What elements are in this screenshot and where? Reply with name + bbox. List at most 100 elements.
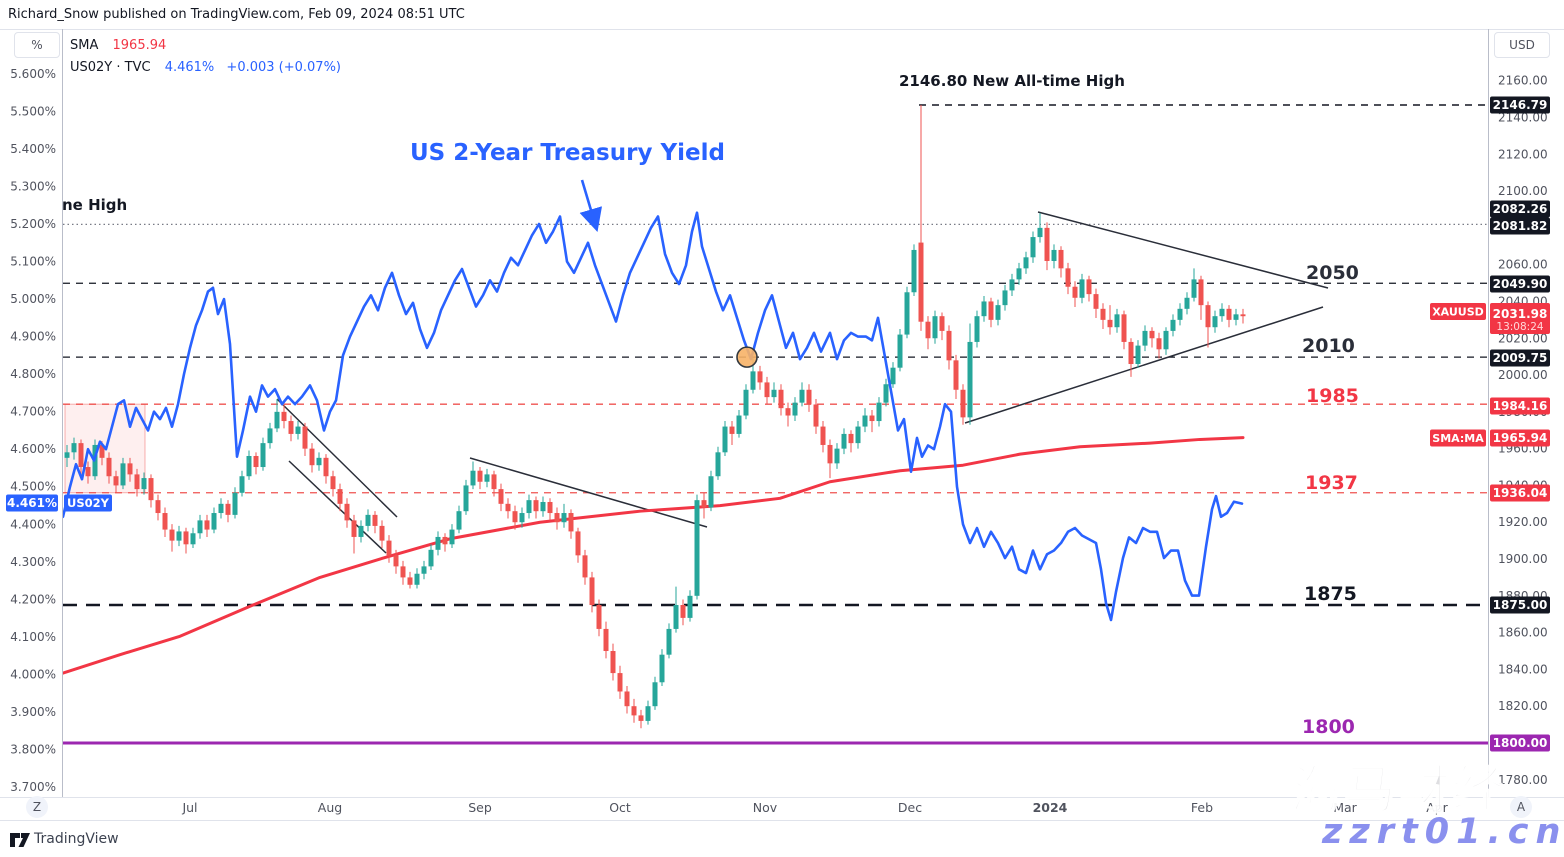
right-axis-tick-label: 2100.00 <box>1498 184 1548 198</box>
candle-body <box>1037 227 1043 238</box>
circle-marker <box>736 346 758 368</box>
candle-body <box>673 605 679 629</box>
candle-body <box>183 531 189 545</box>
alltime-high-clipped-annotation: ne High <box>62 196 128 214</box>
candle-body <box>351 520 357 537</box>
price-tag-value: 2031.98 <box>1493 307 1548 321</box>
candle-body <box>680 605 686 618</box>
candle-body <box>554 513 560 523</box>
candle-body <box>729 426 735 434</box>
left-axis-tick-label: 4.500% <box>10 480 56 494</box>
candle-body <box>218 503 224 514</box>
candle-body <box>484 474 490 482</box>
candle-body <box>652 682 658 707</box>
candle-body <box>785 408 791 416</box>
candle-body <box>610 651 616 674</box>
candle-body <box>211 513 217 530</box>
left-axis-unit-button[interactable]: % <box>14 32 60 58</box>
candle-body <box>1100 308 1106 320</box>
right-axis-tick-label: 1840.00 <box>1498 662 1548 676</box>
left-axis-tick-label: 4.600% <box>10 442 56 456</box>
candle-body <box>841 433 847 449</box>
candle-body <box>113 476 119 486</box>
candle-body <box>274 411 280 429</box>
trendline-4 <box>1037 211 1329 289</box>
timezone-button[interactable]: Z <box>26 796 48 818</box>
candle-body <box>281 411 287 422</box>
candle-body <box>134 474 140 490</box>
price-tag-1875.00 <box>1490 596 1550 614</box>
watermark-cn: 海马财经 <box>1289 760 1507 822</box>
candle-body <box>1170 319 1176 331</box>
candle-body <box>883 384 889 403</box>
series-tag-label: XAUUSD <box>1432 306 1484 319</box>
right-axis-tick-label: 1860.00 <box>1498 626 1548 640</box>
candle-body <box>246 455 252 477</box>
candle-body <box>1156 338 1162 350</box>
right-axis-tick-label: 2120.00 <box>1498 147 1548 161</box>
price-tag-value: 1800.00 <box>1493 736 1548 750</box>
price-tag-2146.79 <box>1490 96 1550 114</box>
candle-body <box>71 443 77 453</box>
month-label-Oct: Oct <box>609 800 631 815</box>
candle-body <box>512 511 518 523</box>
candle-body <box>1191 279 1197 298</box>
candle-body <box>848 433 854 444</box>
candle-body <box>197 520 203 534</box>
candle-body <box>337 489 343 504</box>
candle-body <box>645 706 651 721</box>
candle-body <box>1128 341 1134 365</box>
candle-body <box>232 492 238 515</box>
candle-body <box>505 503 511 512</box>
candle-body <box>834 448 840 464</box>
candle-body <box>148 478 154 501</box>
us02y-flag-label: US02Y <box>67 496 110 510</box>
candle-body <box>239 476 245 493</box>
price-tag-2009.75 <box>1490 349 1550 367</box>
candle-body <box>64 452 70 458</box>
left-axis-tick-label: 5.300% <box>10 179 56 193</box>
level-annotation-1985: 1985 <box>1306 385 1359 407</box>
month-label-Sep: Sep <box>468 800 492 815</box>
candle-body <box>967 341 973 418</box>
sma-legend-label: SMA <box>70 38 99 53</box>
trendline-5 <box>964 306 1324 424</box>
candle-body <box>764 382 770 398</box>
candle-body <box>407 577 413 585</box>
candle-body <box>561 513 567 523</box>
candle-body <box>974 316 980 342</box>
candle-body <box>309 448 315 466</box>
price-tag-2049.90 <box>1490 275 1550 293</box>
candle-body <box>624 691 630 707</box>
candle-body <box>141 478 147 490</box>
candle-body <box>1149 330 1155 339</box>
candle-body <box>1107 319 1113 328</box>
candle-body <box>379 525 385 541</box>
us02y-flag <box>64 494 112 512</box>
left-axis-tick-label: 4.200% <box>10 592 56 606</box>
candle-body <box>1030 237 1036 258</box>
candle-body <box>687 595 693 618</box>
auto-scale-button[interactable]: A <box>1510 796 1532 818</box>
series-tag-SMA:MA <box>1430 429 1486 447</box>
right-axis-tick-label: 2160.00 <box>1498 74 1548 88</box>
candle-body <box>78 443 84 468</box>
sma-line <box>63 436 1245 675</box>
candle-body <box>414 573 420 585</box>
candle-body <box>939 316 945 331</box>
candle-body <box>589 577 595 606</box>
symbol-name: US02Y · TVC <box>70 60 151 75</box>
candle-body <box>988 301 994 320</box>
candle-body <box>267 428 273 444</box>
candle-body <box>386 540 392 556</box>
candle-body <box>1086 279 1092 295</box>
candle-body <box>701 500 707 508</box>
right-axis-tick-label: 2000.00 <box>1498 368 1548 382</box>
candle-body <box>393 555 399 567</box>
right-axis-tick-label: 1780.00 <box>1498 773 1548 787</box>
right-axis-unit-button[interactable]: USD <box>1494 32 1550 58</box>
candle-body <box>1142 330 1148 346</box>
trendline-2 <box>288 460 387 554</box>
candle-body <box>771 389 777 398</box>
